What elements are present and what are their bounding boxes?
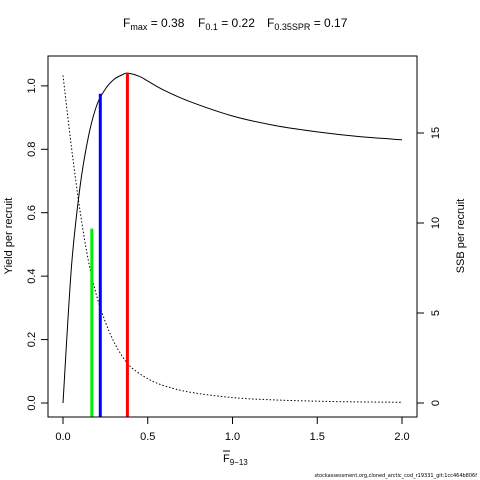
y-left-tick-label: 0.8	[26, 142, 38, 157]
x-tick-label: 0.0	[55, 431, 70, 443]
y-axis-left-label: Yield per recruit	[3, 198, 15, 275]
y-axis-right: 0 5 10 15	[416, 127, 442, 406]
fmax-label: Fmax = 0.38	[123, 16, 185, 32]
x-tick-label: 1.0	[225, 431, 240, 443]
chart-title: Fmax = 0.38 F0.1 = 0.22 F0.35SPR = 0.17	[123, 16, 348, 32]
x-tick-label: 1.5	[310, 431, 325, 443]
y-right-tick-label: 0	[430, 400, 442, 406]
source-footer: stockassessment.org,cloned_arctic_cod_r1…	[314, 473, 477, 479]
plot-frame	[47, 55, 418, 418]
x-tick-label: 2.0	[394, 431, 409, 443]
x-axis: 0.0 0.5 1.0 1.5 2.0	[55, 416, 410, 443]
svg-text:F9−13: F9−13	[223, 453, 248, 467]
y-left-tick-label: 1.0	[26, 78, 38, 93]
reference-lines	[90, 73, 129, 417]
y-axis-right-label: SSB per recruit	[455, 199, 467, 274]
y-left-tick-label: 0.2	[26, 332, 38, 347]
y-left-tick-label: 0.0	[26, 395, 38, 410]
y-left-tick-label: 0.4	[26, 268, 38, 283]
x-tick-label: 0.5	[140, 431, 155, 443]
ssb-per-recruit-line	[62, 75, 403, 403]
x-axis-label-base: F	[223, 453, 230, 465]
y-right-tick-label: 5	[430, 310, 442, 316]
f01-label: F0.1 = 0.22	[198, 16, 255, 32]
x-axis-label: F9−13	[223, 450, 248, 467]
yield-per-recruit-line	[62, 72, 403, 404]
y-left-tick-label: 0.6	[26, 205, 38, 220]
y-right-tick-label: 10	[430, 217, 442, 229]
y-right-tick-label: 15	[430, 127, 442, 139]
x-axis-label-sub: 9−13	[230, 458, 249, 467]
series-layer	[62, 72, 403, 404]
fspr-label: F0.35SPR = 0.17	[267, 16, 348, 32]
y-axis-left: 0.0 0.2 0.4 0.6 0.8 1.0	[26, 78, 49, 411]
